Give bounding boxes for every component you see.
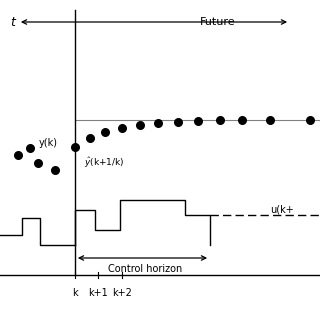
Point [138,123,143,128]
Point [308,117,313,123]
Point [239,117,244,123]
Text: Control horizon: Control horizon [108,264,182,274]
Text: u(k+: u(k+ [270,205,294,215]
Point [218,117,223,123]
Text: y(k): y(k) [39,138,58,148]
Point [15,152,20,157]
Text: k+1: k+1 [88,288,108,298]
Text: k+2: k+2 [112,288,132,298]
Point [28,145,33,151]
Point [102,129,108,134]
Point [196,118,201,124]
Point [268,117,273,123]
Text: t: t [10,15,15,28]
Point [87,135,92,140]
Text: $\hat{y}$(k+1/k): $\hat{y}$(k+1/k) [84,155,124,170]
Text: Future: Future [200,17,236,27]
Point [156,120,161,125]
Point [119,125,124,131]
Point [36,160,41,165]
Text: k: k [72,288,78,298]
Point [72,144,77,149]
Point [175,119,180,124]
Point [52,167,58,172]
